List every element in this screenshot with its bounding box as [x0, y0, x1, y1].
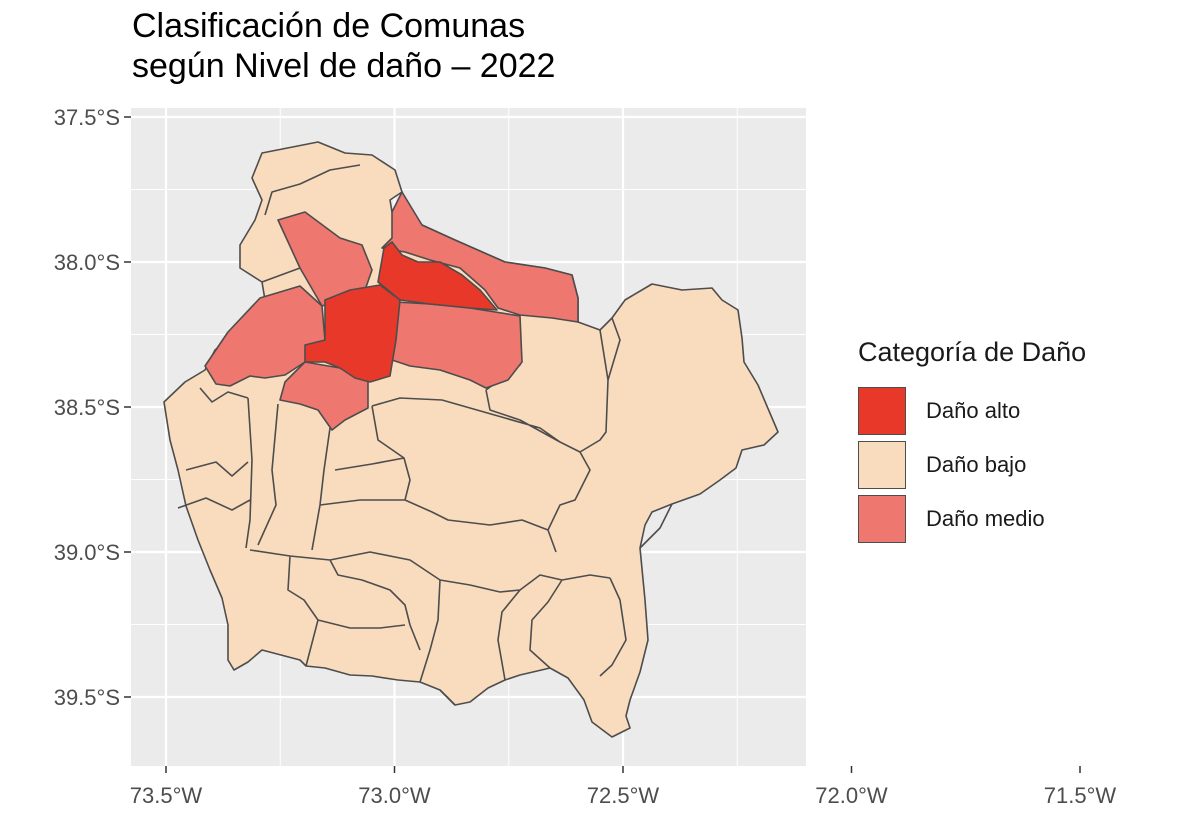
legend-label-dano-alto: Daño alto [926, 398, 1021, 423]
legend-label-dano-medio: Daño medio [926, 506, 1045, 531]
legend-title: Categoría de Daño [858, 337, 1087, 367]
comuna-dano-medio-northwest [277, 211, 373, 307]
comuna-dano-medio-south [279, 361, 369, 431]
comuna-dano-medio-north [381, 191, 579, 323]
x-tick-label-73-5-w: 73.5°W [130, 783, 203, 808]
comuna-borders-internal [177, 164, 673, 706]
comuna-dano-alto-center [304, 284, 401, 383]
comunas-layer [163, 141, 779, 738]
legend-item-dano-alto: Daño alto [858, 384, 1086, 438]
y-tick-label-39-5-s: 39.5°S [54, 685, 120, 710]
x-tick-label-72-0-w: 72.0°W [815, 783, 888, 808]
x-tick-label-73-0-w: 73.0°W [358, 783, 431, 808]
y-tick-label-38-5-s: 38.5°S [54, 395, 120, 420]
legend-item-dano-bajo: Daño bajo [858, 438, 1086, 492]
y-tick-label-39-0-s: 39.0°S [54, 540, 120, 565]
y-tick-label-38-0-s: 38.0°S [54, 250, 120, 275]
x-tick-label-72-5-w: 72.5°W [587, 783, 660, 808]
x-axis: 73.5°W73.0°W72.5°W72.0°W71.5°W71.0°W [130, 766, 1117, 808]
legend-swatch-dano-medio [858, 495, 906, 543]
legend-label-dano-bajo: Daño bajo [926, 452, 1027, 477]
legend-swatch-dano-alto [858, 387, 906, 435]
y-axis: 37.5°S 38.0°S 38.5°S 39.0°S 39.5°S [54, 105, 131, 710]
legend-swatch-dano-bajo [858, 441, 906, 489]
map-title: Clasificación de Comunas según Nivel de … [132, 6, 555, 86]
map-title-line-1: Clasificación de Comunas [132, 7, 526, 45]
y-tick-label-37-5-s: 37.5°S [54, 105, 120, 130]
legend-item-dano-medio: Daño medio [858, 492, 1086, 546]
x-tick-label-71-5-w: 71.5°W [1044, 783, 1117, 808]
map-title-line-2: según Nivel de daño – 2022 [132, 47, 556, 85]
legend: Categoría de Daño Daño alto Daño bajo Da… [858, 334, 1086, 546]
